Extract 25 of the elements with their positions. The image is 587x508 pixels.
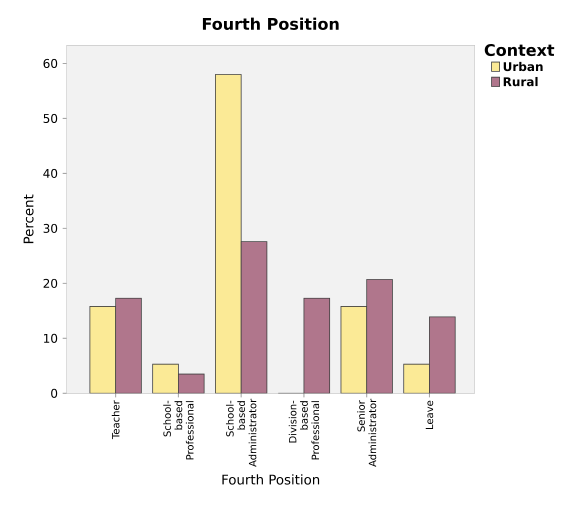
x-tick-label: Division-based Professional [288, 400, 320, 460]
bar [403, 364, 430, 394]
y-tick-label: 30 [44, 224, 58, 233]
legend-label: Urban [504, 62, 543, 72]
y-tick-label: 10 [44, 334, 58, 343]
bar [152, 364, 179, 394]
chart-title: Fourth Position [202, 18, 339, 30]
y-tick-label: 20 [44, 278, 58, 288]
x-tick-label: School-based Administrator [226, 398, 256, 467]
bar [90, 306, 116, 394]
y-tick-label: 50 [44, 114, 58, 123]
x-tick-label: School-based Professional [163, 400, 194, 460]
y-axis-title: Percent [24, 194, 34, 244]
x-tick-label: Senior Administrator [357, 398, 376, 467]
y-tick-label: 60 [44, 58, 58, 68]
bar [304, 298, 330, 394]
y-tick-label: 40 [43, 168, 58, 178]
bar [215, 74, 242, 394]
x-tick-label: Teacher [112, 400, 120, 440]
x-axis-title: Fourth Position [222, 474, 320, 485]
legend-title: Context [484, 44, 554, 56]
x-tick-label: Leave [426, 400, 434, 430]
bar [340, 306, 368, 394]
legend-label: Rural [504, 76, 538, 86]
y-tick-label: 0 [51, 388, 58, 398]
